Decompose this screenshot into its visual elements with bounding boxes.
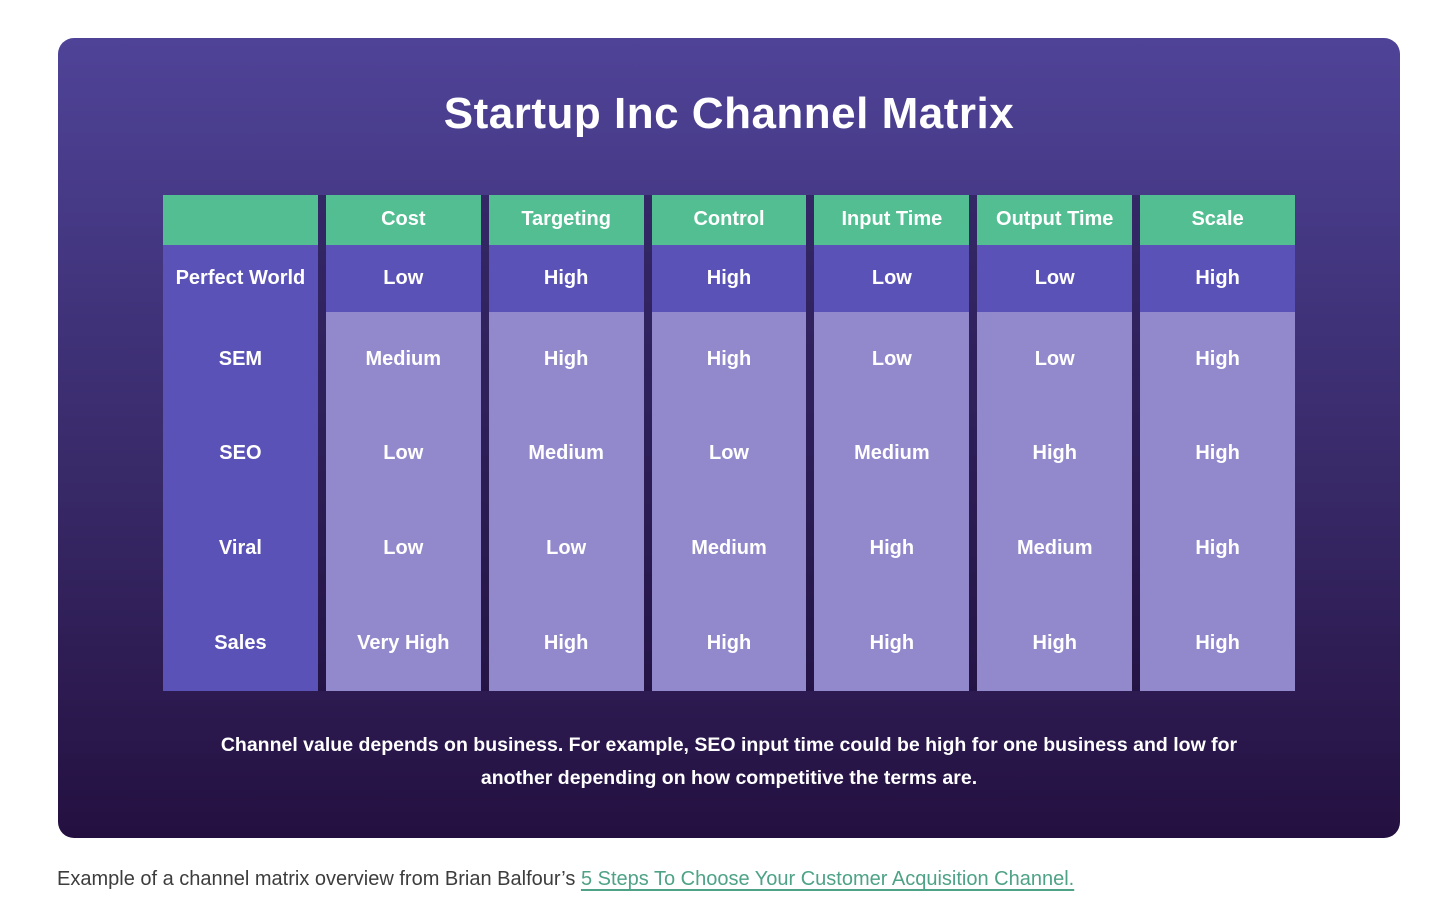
row-label-seo: SEO: [219, 442, 262, 465]
cell-viral-control: Medium: [691, 537, 767, 560]
cell-sales-input-time: High: [869, 631, 915, 654]
card-footnote: Channel value depends on business. For e…: [220, 733, 1238, 789]
row-label-viral: Viral: [218, 537, 262, 560]
column-control: Control High High Low Medium High: [651, 194, 807, 691]
caption-text: Example of a channel matrix overview fro…: [57, 868, 581, 890]
cell-viral-scale: High: [1195, 537, 1240, 560]
channel-cells-cost: Medium Low Low Very High: [325, 311, 481, 691]
cell-perfect-world-control: High: [651, 244, 807, 312]
cell-seo-input-time: Medium: [854, 442, 930, 465]
image-caption: Example of a channel matrix overview fro…: [57, 868, 1074, 891]
cell-sem-cost: Medium: [365, 347, 442, 370]
cell-sales-control: High: [706, 631, 752, 654]
cell-perfect-world-targeting: High: [488, 244, 644, 312]
row-labels-block: Perfect World SEM SEO Viral Sales: [163, 244, 318, 691]
card-title: Startup Inc Channel Matrix: [443, 89, 1015, 138]
channel-matrix-card: Startup Inc Channel Matrix Perfect World…: [58, 38, 1400, 838]
cell-seo-control: Low: [709, 442, 749, 465]
header-cell-scale: Scale: [1140, 194, 1296, 245]
cell-perfect-world-output-time: Low: [977, 244, 1133, 312]
row-label-perfect-world: Perfect World: [175, 266, 306, 289]
column-row-labels: Perfect World SEM SEO Viral Sales: [163, 194, 318, 691]
cell-sem-targeting: High: [543, 347, 589, 370]
cell-seo-targeting: Medium: [528, 442, 604, 465]
cell-seo-cost: Low: [383, 442, 424, 465]
cell-sem-input-time: Low: [871, 347, 912, 370]
cell-perfect-world-scale: High: [1140, 244, 1296, 312]
column-targeting: Targeting High High Medium Low High: [488, 194, 644, 691]
header-cell-cost: Cost: [325, 194, 481, 245]
channel-cells-output-time: Low High Medium High: [977, 311, 1133, 691]
cell-sem-control: High: [706, 347, 752, 370]
caption-link[interactable]: 5 Steps To Choose Your Customer Acquisit…: [580, 868, 1075, 890]
cell-viral-cost: Low: [383, 537, 424, 560]
column-cost: Cost Low Medium Low Low Very High: [325, 194, 481, 691]
cell-viral-targeting: Low: [546, 537, 587, 560]
cell-seo-scale: High: [1195, 442, 1240, 465]
cell-sem-output-time: Low: [1034, 347, 1075, 370]
cell-sem-scale: High: [1195, 347, 1240, 370]
channel-cells-input-time: Low Medium High High: [814, 311, 970, 691]
cell-perfect-world-cost: Low: [325, 244, 481, 312]
cell-perfect-world-input-time: Low: [814, 244, 970, 312]
cell-sales-targeting: High: [543, 631, 589, 654]
header-cell-targeting: Targeting: [488, 194, 644, 245]
cell-sales-output-time: High: [1032, 631, 1077, 654]
row-label-sales: Sales: [214, 631, 267, 654]
channel-cells-control: High Low Medium High: [651, 311, 807, 691]
column-scale: Scale High High High High High: [1140, 194, 1296, 691]
channel-cells-scale: High High High High: [1140, 311, 1296, 691]
cell-sales-cost: Very High: [357, 631, 450, 654]
row-label-sem: SEM: [218, 347, 263, 370]
cell-seo-output-time: High: [1032, 442, 1077, 465]
channel-cells-targeting: High Medium Low High: [488, 311, 644, 691]
channel-matrix-table: Perfect World SEM SEO Viral Sales Cost Low Medi…: [163, 194, 1296, 691]
cell-viral-output-time: Medium: [1016, 537, 1093, 560]
cell-sales-scale: High: [1195, 631, 1240, 654]
cell-viral-input-time: High: [869, 537, 915, 560]
header-cell-output-time: Output Time: [977, 194, 1133, 245]
header-cell-empty: [163, 194, 318, 245]
column-output-time: Output Time Low Low High Medium High: [977, 194, 1133, 691]
header-cell-control: Control: [651, 194, 807, 245]
header-cell-input-time: Input Time: [814, 194, 970, 245]
column-input-time: Input Time Low Low Medium High High: [814, 194, 970, 691]
